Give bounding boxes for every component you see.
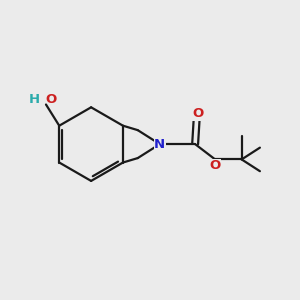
Text: H: H [29,93,40,106]
Text: N: N [154,138,165,151]
Text: O: O [46,93,57,106]
Text: O: O [209,159,221,172]
Text: O: O [192,107,204,120]
